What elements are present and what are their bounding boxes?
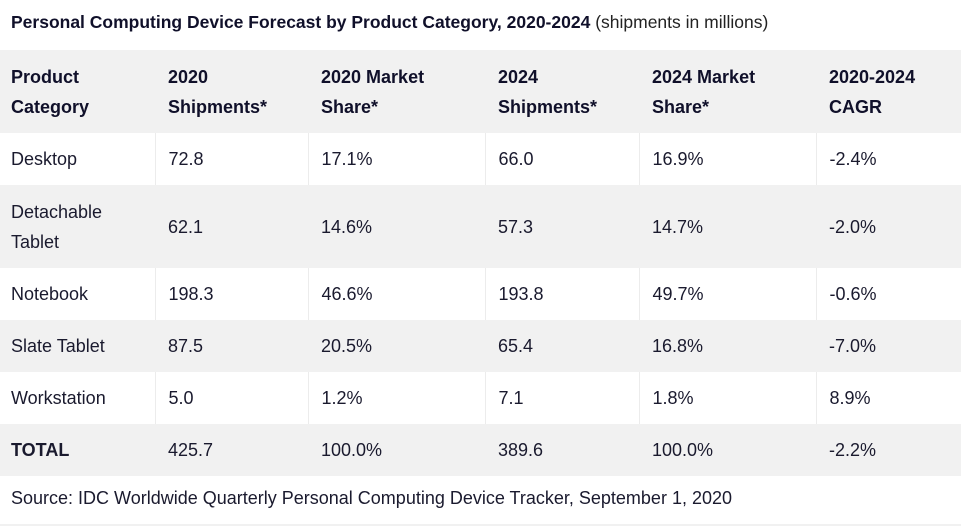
header-line: Shipments* [498,96,598,117]
cell-share-2024: 49.7% [638,268,816,320]
header-2020-market-share: 2020 Market Share* [308,50,485,133]
header-row: Product Category 2020 Shipments* 2020 Mark… [0,50,961,133]
cell-category: Notebook [11,284,89,304]
header-line: Product [11,66,80,87]
cell-share-2024: 16.9% [638,133,816,185]
cell-shipments-2020: 87.5 [168,336,204,356]
cell-share-2024: 16.8% [652,336,704,356]
header-line: Category [11,96,90,117]
cell-cagr: -2.0% [829,216,877,237]
header-line: CAGR [829,96,882,117]
header-line: 2024 [498,66,539,87]
table-title: Personal Computing Device Forecast by Pr… [0,0,961,50]
title-subtitle: (shipments in millions) [595,12,769,32]
cell-category: Detachable Tablet [0,185,155,268]
cell-total-share-2024: 100.0% [652,440,714,460]
header-product-category: Product Category [0,50,155,133]
header-cagr: 2020-2024 CAGR [816,50,961,133]
cell-shipments-2024: 193.8 [484,268,639,320]
header-2020-shipments: 2020 Shipments* [155,50,308,133]
header-line: 2020-2024 [829,66,916,87]
cell-share-2020: 1.2% [307,372,485,424]
cell-cagr: 8.9% [815,372,961,424]
cell-share-2020: 46.6% [307,268,485,320]
total-row: TOTAL 425.7 100.0% 389.6 100.0% -2.2% [0,424,961,476]
cell-share-2024: 14.7% [652,216,704,237]
cell-share-2024: 1.8% [638,372,816,424]
title-main: Personal Computing Device Forecast by Pr… [11,12,591,32]
cell-shipments-2024: 57.3 [498,216,534,237]
header-line: Shipments* [168,96,268,117]
header-2024-market-share: 2024 Market Share* [639,50,816,133]
cell-shipments-2020: 198.3 [154,268,308,320]
header-line: Share* [652,96,710,117]
header-2024-shipments: 2024 Shipments* [485,50,639,133]
table-row: Detachable Tablet 62.1 14.6% 57.3 14.7% -… [0,185,961,268]
table-row: Slate Tablet 87.5 20.5% 65.4 16.8% -7.0% [0,320,961,372]
forecast-table: Product Category 2020 Shipments* 2020 Mark… [0,50,961,476]
cell-category: Slate Tablet [11,336,105,356]
table-row: Notebook 198.3 46.6% 193.8 49.7% -0.6% [0,268,961,320]
category-line: Detachable [11,201,103,222]
cell-shipments-2020: 5.0 [154,372,308,424]
cell-total-cagr: -2.2% [829,440,877,460]
table-row: Desktop 72.8 17.1% 66.0 16.9% -2.4% [0,133,961,185]
cell-shipments-2020: 72.8 [154,133,308,185]
cell-shipments-2024: 65.4 [498,336,534,356]
cell-total-shipments-2024: 389.6 [498,440,544,460]
cell-shipments-2024: 7.1 [484,372,639,424]
cell-shipments-2024: 66.0 [484,133,639,185]
cell-share-2020: 17.1% [307,133,485,185]
header-line: 2020 [168,66,209,87]
header-line: Share* [321,96,379,117]
cell-share-2020: 14.6% [321,216,373,237]
cell-share-2020: 20.5% [321,336,373,356]
cell-cagr: -2.4% [815,133,961,185]
cell-total-shipments-2020: 425.7 [168,440,214,460]
cell-total-share-2020: 100.0% [321,440,383,460]
header-line: 2020 Market [321,66,425,87]
header-line: 2024 Market [652,66,756,87]
cell-total-label: TOTAL [11,440,70,460]
cell-cagr: -0.6% [815,268,961,320]
cell-cagr: -7.0% [829,336,877,356]
cell-shipments-2020: 62.1 [168,216,204,237]
cell-category: Workstation [11,388,106,408]
category-line: Tablet [11,231,60,252]
cell-category: Desktop [11,149,78,169]
source-note: Source: IDC Worldwide Quarterly Personal… [0,476,961,526]
table-row: Workstation 5.0 1.2% 7.1 1.8% 8.9% [0,372,961,424]
